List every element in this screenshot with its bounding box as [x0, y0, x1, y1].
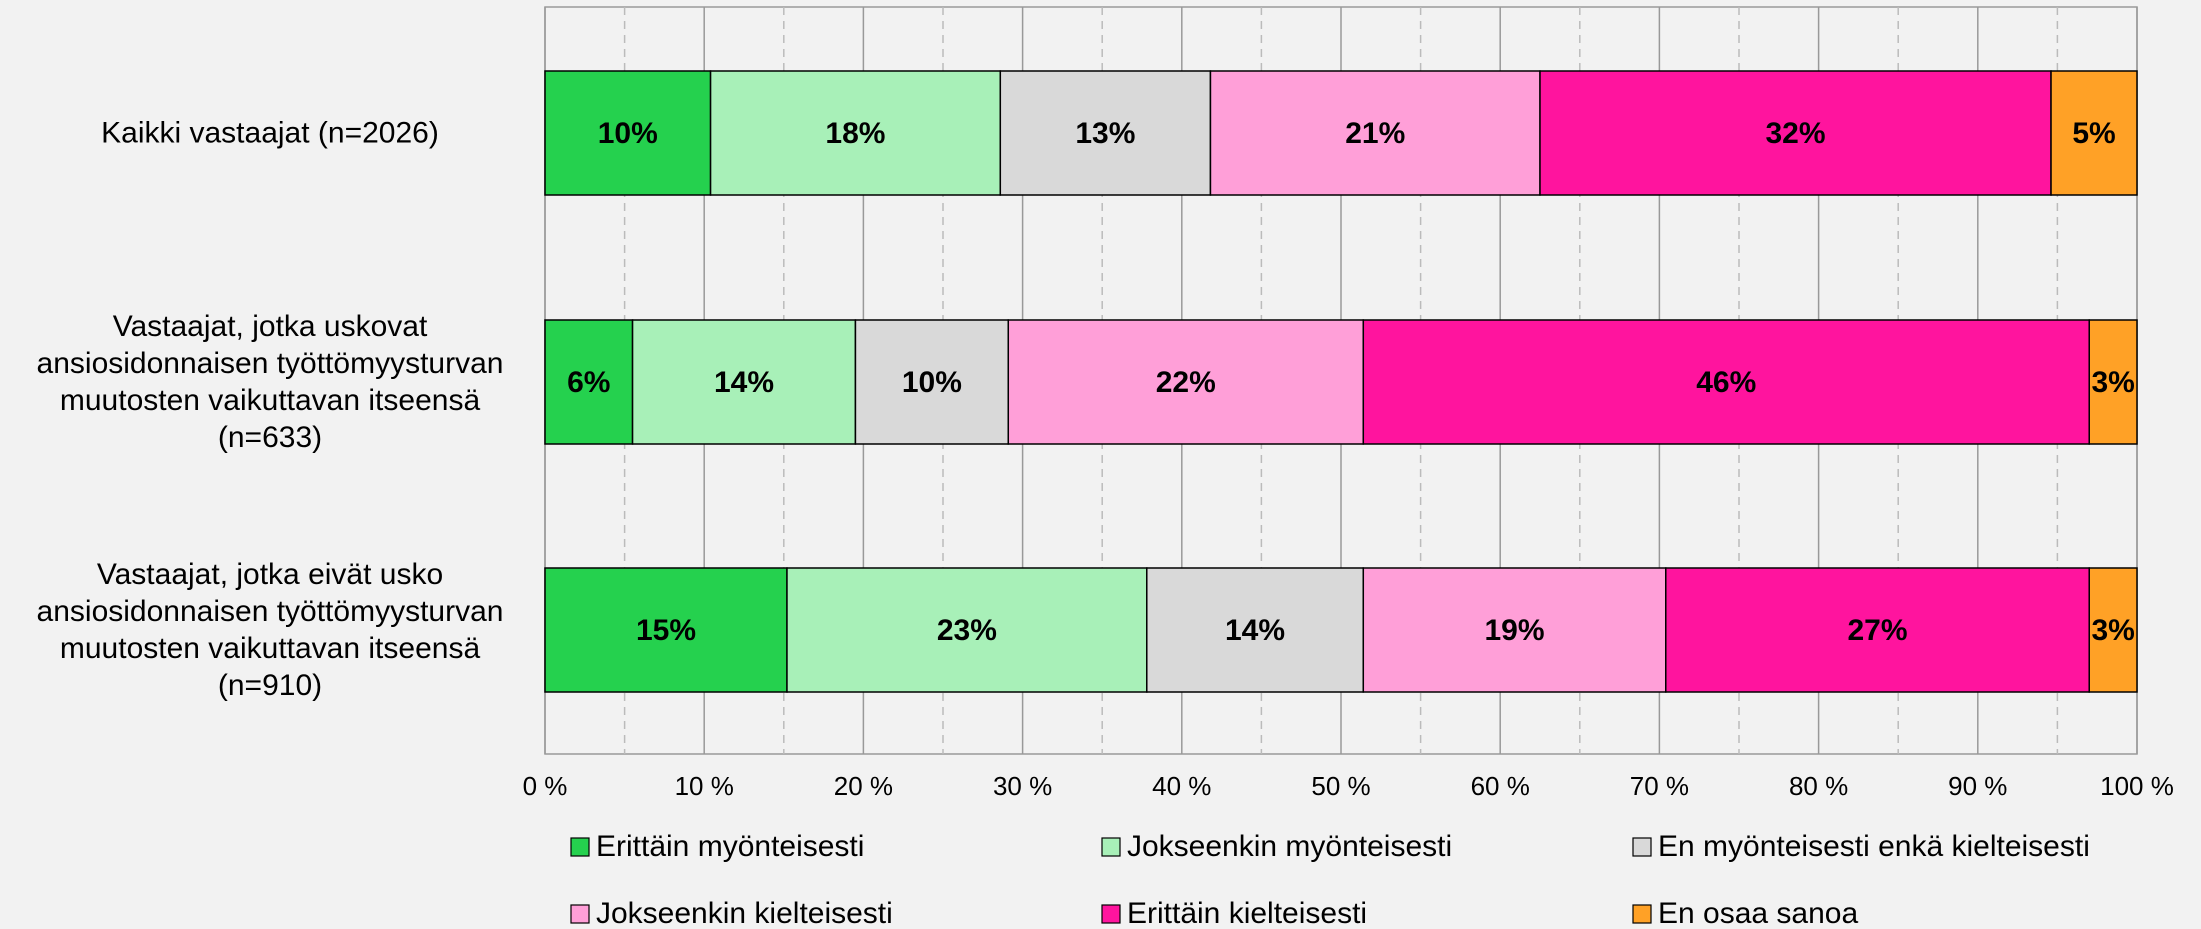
x-tick-label: 20 % [834, 771, 893, 801]
x-tick-label: 70 % [1630, 771, 1689, 801]
bar-segment [2050, 70, 2138, 196]
data-label: 3% [2091, 366, 2134, 399]
data-label: 10% [598, 117, 658, 150]
data-label: 10% [902, 366, 962, 399]
legend-label: Erittäin myönteisesti [596, 830, 864, 863]
bar-segment [1362, 567, 1667, 693]
x-tick-label: 80 % [1789, 771, 1848, 801]
bar-segment [1362, 319, 2090, 445]
legend-swatch [570, 837, 590, 857]
data-label: 18% [825, 117, 885, 150]
bar-segment [1539, 70, 2052, 196]
bar-segment [544, 319, 634, 445]
bar-segment [854, 319, 1010, 445]
data-label: 14% [1225, 614, 1285, 647]
bar-segment [544, 70, 712, 196]
legend-swatch [1632, 904, 1652, 924]
legend-swatch [1632, 837, 1652, 857]
legend-label: En osaa sanoa [1658, 897, 1858, 929]
data-label: 19% [1485, 614, 1545, 647]
legend-swatch [1101, 904, 1121, 924]
bar-segment [1665, 567, 2090, 693]
x-tick-label: 50 % [1311, 771, 1370, 801]
legend-label: Jokseenkin kielteisesti [596, 897, 893, 929]
legend-swatch [570, 904, 590, 924]
data-label: 6% [567, 366, 610, 399]
bar-segment [2088, 319, 2138, 445]
legend-label: Erittäin kielteisesti [1127, 897, 1367, 929]
x-tick-label: 0 % [523, 771, 568, 801]
x-tick-label: 90 % [1948, 771, 2007, 801]
bar-segment [709, 70, 1002, 196]
data-label: 14% [714, 366, 774, 399]
legend-label: Jokseenkin myönteisesti [1127, 830, 1452, 863]
data-label: 3% [2091, 614, 2134, 647]
category-label: Vastaajat, jotka uskovat ansiosidonnaise… [36, 310, 504, 454]
data-label: 15% [636, 614, 696, 647]
data-label: 13% [1075, 117, 1135, 150]
x-tick-label: 60 % [1471, 771, 1530, 801]
data-label: 32% [1765, 117, 1825, 150]
data-label: 46% [1696, 366, 1756, 399]
x-tick-label: 10 % [675, 771, 734, 801]
data-label: 5% [2072, 117, 2115, 150]
bar-segment [1146, 567, 1365, 693]
bar-segment [999, 70, 1212, 196]
category-label: Vastaajat, jotka eivät usko ansiosidonna… [36, 558, 504, 702]
data-label: 22% [1156, 366, 1216, 399]
legend-label: En myönteisesti enkä kielteisesti [1658, 830, 2090, 863]
x-tick-label: 100 % [2100, 771, 2174, 801]
x-tick-label: 40 % [1152, 771, 1211, 801]
legend-swatch [1101, 837, 1121, 857]
x-tick-label: 30 % [993, 771, 1052, 801]
bar-segment [631, 319, 857, 445]
data-label: 23% [937, 614, 997, 647]
data-label: 27% [1847, 614, 1907, 647]
bar-segment [544, 567, 788, 693]
category-label: Kaikki vastaajat (n=2026) [101, 116, 439, 150]
bar-segment [1209, 70, 1541, 196]
bar-segment [786, 567, 1148, 693]
bar-segment [1007, 319, 1365, 445]
bar-segment [2088, 567, 2138, 693]
data-label: 21% [1345, 117, 1405, 150]
